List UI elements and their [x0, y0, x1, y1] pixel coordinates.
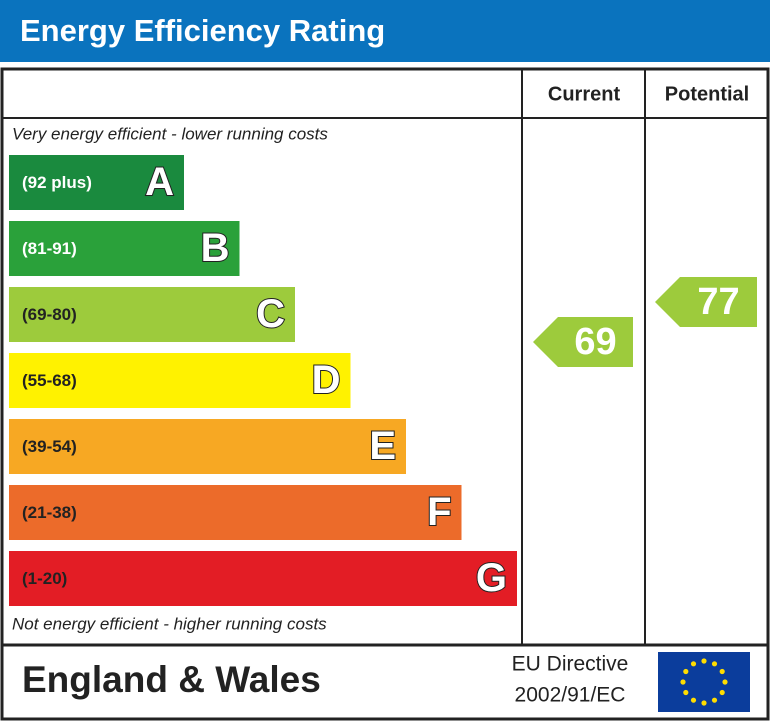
eu-star — [711, 697, 718, 703]
band-range: (92 plus) — [22, 173, 92, 192]
band-bar — [9, 353, 351, 408]
directive: 2002/91/EC — [515, 684, 626, 707]
eu-star — [719, 689, 725, 696]
band-range: (1-20) — [22, 569, 67, 588]
band-bar — [9, 485, 462, 540]
rating-arrow — [655, 277, 757, 327]
band-bar — [9, 551, 517, 606]
band-bar — [9, 155, 184, 210]
column-header: Current — [548, 83, 621, 105]
region: England & Wales — [22, 659, 321, 700]
eu-star — [711, 661, 718, 667]
band-bar — [9, 419, 406, 474]
band-range: (81-91) — [22, 239, 77, 258]
band-bar — [9, 221, 240, 276]
eu-star — [701, 700, 707, 706]
eu-star — [701, 658, 707, 664]
eu-star — [722, 679, 728, 685]
eu-star — [690, 661, 697, 667]
column-header: Potential — [665, 83, 749, 105]
title-bar — [0, 0, 770, 62]
title: Energy Efficiency Rating — [20, 13, 385, 48]
band-range: (69-80) — [22, 305, 77, 324]
eu-star — [683, 689, 689, 696]
band-letter: G — [476, 556, 507, 600]
rating-arrow — [533, 317, 633, 367]
band-letter: F — [427, 490, 451, 534]
bottom-note: Not energy efficient - higher running co… — [12, 614, 327, 633]
eu-star — [680, 679, 686, 685]
band-letter: C — [256, 292, 285, 336]
eu-star — [683, 668, 689, 675]
rating-value: 69 — [574, 321, 616, 363]
top-note: Very energy efficient - lower running co… — [12, 124, 328, 143]
band-range: (55-68) — [22, 371, 77, 390]
rating-value: 77 — [697, 281, 739, 323]
band-range: (21-38) — [22, 503, 77, 522]
eu-star — [690, 697, 697, 703]
band-letter: E — [369, 424, 396, 468]
frame — [0, 67, 770, 721]
directive: EU Directive — [512, 653, 629, 676]
band-bar — [9, 287, 295, 342]
eu-star — [719, 668, 725, 675]
band-letter: A — [145, 160, 174, 204]
band-range: (39-54) — [22, 437, 77, 456]
band-letter: D — [312, 358, 341, 402]
band-letter: B — [201, 226, 230, 270]
